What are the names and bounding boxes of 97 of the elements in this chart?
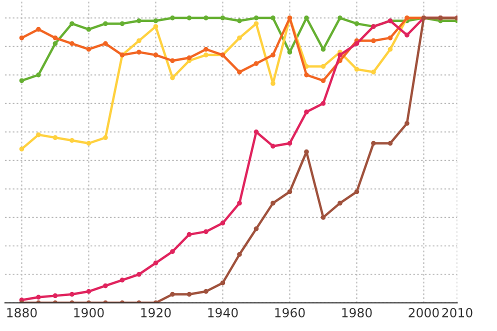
point xyxy=(136,50,142,55)
point xyxy=(136,38,142,44)
x-tick-label: 1940 xyxy=(208,308,238,318)
point xyxy=(70,21,74,26)
point xyxy=(354,189,360,194)
point xyxy=(186,55,192,60)
point xyxy=(404,32,410,38)
point xyxy=(36,26,41,32)
point xyxy=(170,292,175,297)
point xyxy=(237,18,242,24)
point xyxy=(103,135,108,140)
point xyxy=(153,52,158,58)
point xyxy=(170,16,175,20)
point xyxy=(70,138,74,143)
point xyxy=(19,78,24,84)
point xyxy=(320,78,326,84)
point xyxy=(36,294,41,300)
point xyxy=(36,132,41,138)
point xyxy=(86,26,92,32)
point xyxy=(220,280,226,286)
point xyxy=(254,21,259,26)
point xyxy=(237,35,242,40)
point xyxy=(19,35,24,40)
point xyxy=(354,41,360,46)
point xyxy=(354,21,360,26)
point xyxy=(86,46,92,52)
point xyxy=(153,24,158,29)
point xyxy=(338,200,342,206)
point xyxy=(237,200,242,206)
point xyxy=(86,140,92,146)
point xyxy=(204,52,208,58)
point xyxy=(19,146,24,152)
point xyxy=(320,46,326,52)
point xyxy=(52,293,58,298)
point xyxy=(254,129,259,134)
point xyxy=(52,35,58,40)
point xyxy=(254,61,259,66)
point xyxy=(170,249,175,254)
point xyxy=(354,66,360,72)
point xyxy=(320,214,326,220)
point xyxy=(338,52,342,58)
point xyxy=(120,21,125,26)
point xyxy=(70,292,74,297)
point xyxy=(186,292,192,297)
point xyxy=(52,135,58,140)
point xyxy=(371,140,376,146)
point xyxy=(388,140,393,146)
point xyxy=(371,38,376,44)
point xyxy=(103,41,108,46)
point xyxy=(153,260,158,266)
point xyxy=(254,226,259,232)
point xyxy=(270,16,276,20)
x-tick-label: 2000 xyxy=(408,308,439,318)
point xyxy=(270,52,276,58)
point xyxy=(103,283,108,288)
point xyxy=(220,220,226,226)
point xyxy=(186,232,192,237)
point xyxy=(304,72,309,78)
point xyxy=(237,252,242,257)
point xyxy=(153,18,158,24)
point xyxy=(120,278,125,283)
point xyxy=(388,35,393,40)
x-tick-label: 1900 xyxy=(74,308,104,318)
point xyxy=(204,16,208,20)
point xyxy=(270,200,276,206)
point xyxy=(52,41,58,46)
point xyxy=(220,16,226,20)
point xyxy=(320,64,326,69)
point xyxy=(204,46,208,52)
point xyxy=(287,189,292,194)
point xyxy=(136,272,142,277)
point xyxy=(304,110,309,114)
point xyxy=(170,58,175,64)
point xyxy=(86,289,92,294)
point xyxy=(237,70,242,75)
point xyxy=(287,140,292,146)
point xyxy=(186,16,192,20)
x-tick-label: 2010 xyxy=(442,308,472,318)
point xyxy=(338,16,342,20)
x-tick-label: 1880 xyxy=(7,308,37,318)
point xyxy=(320,100,326,106)
point xyxy=(204,229,208,234)
point xyxy=(371,70,376,75)
x-tick-label: 1920 xyxy=(141,308,171,318)
point xyxy=(254,16,259,20)
point xyxy=(36,72,41,78)
point xyxy=(204,289,208,294)
point xyxy=(270,81,276,86)
point xyxy=(136,18,142,24)
point xyxy=(304,149,309,154)
point xyxy=(404,120,410,126)
point xyxy=(388,46,393,52)
x-tick-label: 1980 xyxy=(342,308,372,318)
point xyxy=(270,144,276,149)
x-tick-label: 1960 xyxy=(275,308,305,318)
point xyxy=(70,41,74,46)
point xyxy=(103,21,108,26)
